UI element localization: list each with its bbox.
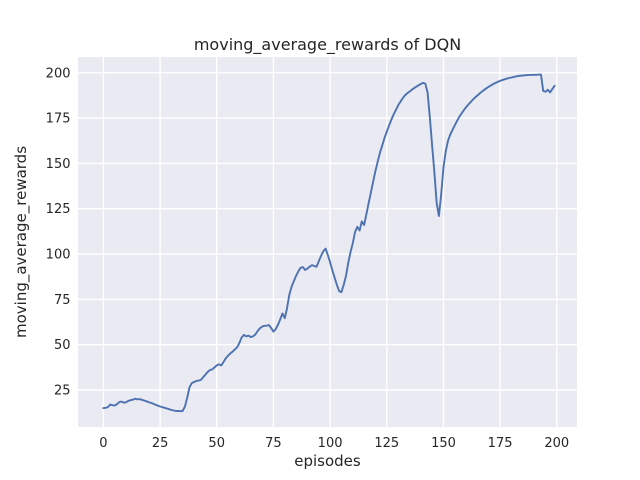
x-tick-label: 25: [152, 436, 169, 451]
x-tick-label: 125: [374, 436, 399, 451]
x-tick-label: 100: [318, 436, 343, 451]
x-axis-ticks: 0 25 50 75 100 125 150 175 200: [99, 436, 569, 451]
rewards-line: [102, 73, 556, 413]
x-tick-label: 50: [208, 436, 225, 451]
y-tick-label: 175: [46, 112, 71, 127]
y-tick-label: 50: [54, 338, 71, 353]
x-tick-label: 150: [431, 436, 456, 451]
plot-area: [78, 57, 577, 427]
y-tick-label: 150: [46, 157, 71, 172]
y-axis-label: moving_average_rewards: [12, 146, 31, 338]
x-tick-label: 0: [99, 436, 107, 451]
chart-title: moving_average_rewards of DQN: [194, 35, 461, 55]
x-tick-label: 175: [488, 436, 513, 451]
y-tick-label: 200: [46, 66, 71, 81]
y-axis-ticks: 25 50 75 100 125 150 175 200: [46, 66, 71, 398]
x-tick-label: 75: [265, 436, 282, 451]
x-tick-label: 200: [544, 436, 569, 451]
x-axis-label: episodes: [294, 452, 361, 470]
y-tick-label: 125: [46, 202, 71, 217]
y-tick-label: 100: [46, 248, 71, 263]
y-tick-label: 75: [54, 293, 71, 308]
y-tick-label: 25: [54, 384, 71, 399]
